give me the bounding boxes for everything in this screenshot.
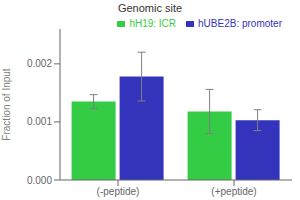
svg-text:Fraction of Input: Fraction of Input <box>8 68 12 140</box>
html-text:hUBE2B: promoter: hUBE2B: promoter <box>198 18 282 29</box>
svg-text:(-peptide): (-peptide) <box>97 186 140 197</box>
svg-text:0.002: 0.002 <box>27 58 52 69</box>
html-text:hH19: ICR: hH19: ICR <box>129 18 177 29</box>
svg-text:0.001: 0.001 <box>27 116 52 127</box>
html-text:Genomic site: Genomic site <box>117 2 183 14</box>
svg-text:0.000: 0.000 <box>27 175 52 186</box>
svg-text:(+peptide): (+peptide) <box>211 186 256 197</box>
